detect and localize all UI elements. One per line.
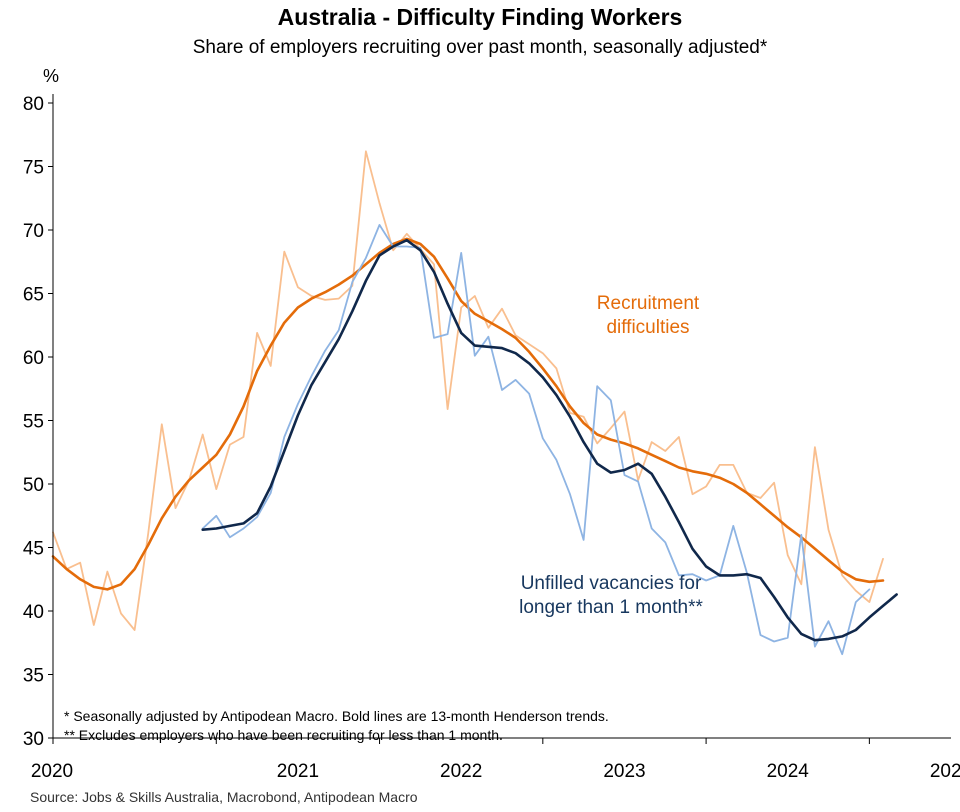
source-note: Source: Jobs & Skills Australia, Macrobo… xyxy=(30,789,418,805)
x-tick-label: 2023 xyxy=(603,761,645,782)
unfilled-label-line-1: Unfilled vacancies for xyxy=(520,573,702,594)
series-layer xyxy=(51,150,898,656)
x-tick-label: 2022 xyxy=(440,761,482,782)
footnote-2: ** Excludes employers who have been recr… xyxy=(64,727,503,743)
series-line-1 xyxy=(51,237,885,591)
recruitment-label-line-1: Recruitment xyxy=(596,293,700,314)
chart-title: Australia - Difficulty Finding Workers xyxy=(277,4,683,30)
recruitment-label-line-2: difficulties xyxy=(606,317,690,338)
y-axis-unit-label: % xyxy=(43,66,60,86)
y-tick-label: 55 xyxy=(23,412,44,433)
footnote-1: * Seasonally adjusted by Antipodean Macr… xyxy=(64,708,609,724)
series-line-3 xyxy=(201,238,898,642)
y-tick-label: 50 xyxy=(23,475,44,496)
x-tick-label: 2021 xyxy=(277,761,319,782)
x-tick-label: 2025 xyxy=(930,761,960,782)
y-tick-label: 80 xyxy=(23,94,44,115)
chart-subtitle: Share of employers recruiting over past … xyxy=(192,37,768,58)
unfilled-label-line-2: longer than 1 month** xyxy=(519,597,703,618)
unfilled-vacancies-label: Unfilled vacancies for longer than 1 mon… xyxy=(496,572,726,620)
series-line-0 xyxy=(52,150,884,631)
y-tick-label: 35 xyxy=(23,666,44,687)
series-line-2 xyxy=(201,223,871,656)
x-tick-label: 2020 xyxy=(31,761,73,782)
recruitment-difficulties-label: Recruitment difficulties xyxy=(578,292,718,340)
y-tick-label: 70 xyxy=(23,221,44,242)
y-tick-label: 75 xyxy=(23,158,44,179)
y-tick-label: 30 xyxy=(23,729,44,750)
y-tick-label: 60 xyxy=(23,348,44,369)
y-tick-label: 40 xyxy=(23,602,44,623)
y-tick-label: 45 xyxy=(23,539,44,560)
x-tick-label: 2024 xyxy=(767,761,810,782)
y-tick-label: 65 xyxy=(23,285,44,306)
axis-layer: 30 35 40 45 50 55 60 65 70 75 80 2020 2021 2022 2023 20… xyxy=(23,94,960,782)
